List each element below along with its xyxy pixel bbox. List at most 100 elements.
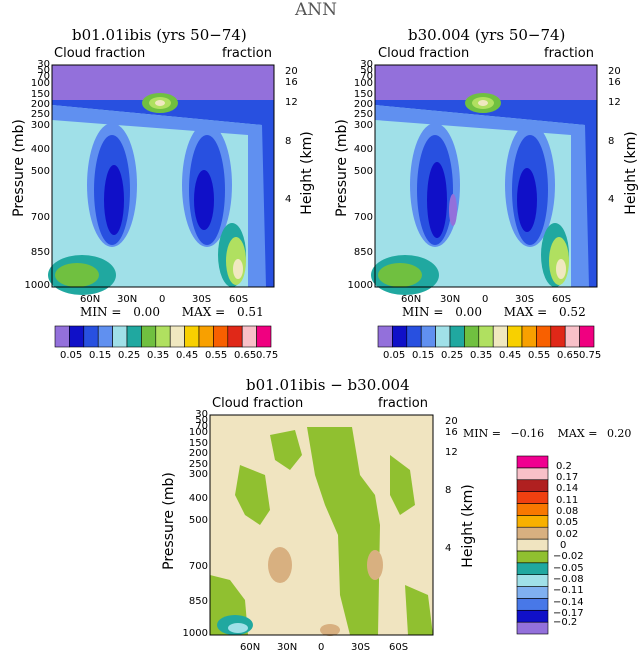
colorbar-swatch (241, 325, 257, 348)
y2tick: 12 (608, 97, 621, 108)
ytick: 300 (188, 469, 208, 480)
cbd-label: 0.2 (556, 461, 572, 472)
xtick: 0 (159, 294, 166, 305)
xtick: 60S (229, 294, 249, 305)
xtick: 30N (277, 642, 298, 653)
colorbar-swatch (112, 325, 128, 348)
panel-3-right-label: fraction (378, 396, 428, 411)
ytick: 150 (188, 438, 208, 449)
ytick: 850 (30, 247, 50, 258)
ytick: 1000 (182, 628, 208, 639)
max-label: MAX = (503, 305, 548, 319)
cbd-label: −0.2 (553, 617, 578, 628)
cbd-label: 0.05 (556, 517, 579, 528)
colorbar-swatch (516, 526, 549, 540)
colorbar-swatch (516, 598, 549, 611)
panel-2-left-label: Cloud fraction (378, 46, 470, 61)
cbd-label: −0.11 (553, 585, 584, 596)
panel-1-y2label: Height (km) (299, 131, 315, 215)
colorbar-swatch (516, 503, 549, 516)
colorbar-swatch (198, 325, 214, 348)
colorbar-diff (516, 455, 549, 635)
colorbar-swatch (516, 586, 549, 599)
xtick: 30S (192, 294, 212, 305)
ytick: 700 (188, 561, 208, 572)
panel-2-stats: MIN = 0.00 MAX = 0.52 (402, 305, 586, 319)
max-value: 0.51 (236, 305, 264, 319)
y2tick: 20 (445, 416, 458, 427)
xtick: 0 (482, 294, 489, 305)
cb2-label: 0.25 (441, 350, 464, 361)
colorbar-swatch (579, 325, 595, 348)
ytick: 150 (30, 89, 50, 100)
cb2-label: 0.65 (557, 350, 580, 361)
colorbar-swatch (449, 325, 465, 348)
cb1-label: 0.75 (256, 350, 279, 361)
colorbar-swatch (516, 574, 549, 587)
colorbar-swatch (536, 325, 552, 348)
ytick: 400 (353, 144, 373, 155)
panel-2-y2label: Height (km) (623, 131, 638, 215)
colorbar-swatch (420, 325, 436, 348)
cbd-label: −0.02 (553, 551, 584, 562)
cbd-label: 0.14 (556, 483, 579, 494)
ytick: 700 (353, 212, 373, 223)
colorbar-swatch (256, 325, 272, 348)
cb1-label: 0.05 (60, 350, 83, 361)
colorbar-swatch (516, 491, 549, 504)
colorbar-swatch (564, 325, 580, 348)
colorbar-swatch (516, 538, 549, 552)
cbd-label: −0.05 (553, 563, 584, 574)
y2tick: 8 (445, 485, 452, 496)
xtick: 60N (240, 642, 261, 653)
cbd-label: −0.08 (553, 574, 584, 585)
colorbar-swatch (550, 325, 566, 348)
ytick: 30 (360, 59, 373, 70)
panel-1-left-label: Cloud fraction (54, 46, 146, 61)
ytick: 30 (195, 409, 208, 420)
xtick: 60S (389, 642, 409, 653)
colorbar-swatch (213, 325, 229, 348)
cb2-label: 0.35 (470, 350, 493, 361)
y2tick: 12 (285, 97, 298, 108)
cb1-label: 0.35 (147, 350, 170, 361)
colorbar-swatch (507, 325, 523, 348)
panel-3-stats: MIN = −0.16 MAX = 0.20 (463, 427, 631, 440)
y2tick: 4 (285, 194, 292, 205)
colorbar-swatch (516, 621, 549, 635)
panel-1-stats: MIN = 0.00 MAX = 0.51 (80, 305, 264, 319)
min-value: 0.00 (455, 305, 482, 319)
y2tick: 20 (285, 66, 298, 77)
colorbar-swatch (516, 515, 549, 528)
ytick: 70 (360, 71, 373, 82)
colorbar-swatch (464, 325, 480, 348)
xtick: 60S (552, 294, 572, 305)
ytick: 70 (195, 421, 208, 432)
panel-1-right-label: fraction (222, 46, 272, 61)
max-value: 0.52 (558, 305, 586, 319)
ytick: 100 (188, 427, 208, 438)
cbd-label: 0.17 (556, 472, 579, 483)
colorbar-swatch (516, 467, 549, 481)
ytick: 850 (188, 596, 208, 607)
min-label: MIN = (463, 427, 501, 440)
cb1-label: 0.25 (118, 350, 141, 361)
min-value: −0.16 (510, 427, 545, 440)
y2tick: 8 (608, 136, 615, 147)
y2tick: 4 (608, 194, 615, 205)
ytick: 300 (30, 120, 50, 131)
max-label: MAX = (557, 427, 598, 440)
y2tick: 20 (608, 66, 621, 77)
ytick: 500 (188, 515, 208, 526)
colorbar-swatch (97, 325, 113, 348)
ytick: 70 (37, 71, 50, 82)
colorbar-1 (54, 325, 272, 348)
panel-2-plot (371, 64, 598, 295)
cbd-label: −0.14 (553, 597, 584, 608)
ytick: 700 (30, 212, 50, 223)
ytick: 500 (30, 166, 50, 177)
ytick: 250 (353, 109, 373, 120)
cb1-label: 0.45 (176, 350, 199, 361)
y2tick: 16 (285, 77, 298, 88)
colorbar-swatch (83, 325, 99, 348)
